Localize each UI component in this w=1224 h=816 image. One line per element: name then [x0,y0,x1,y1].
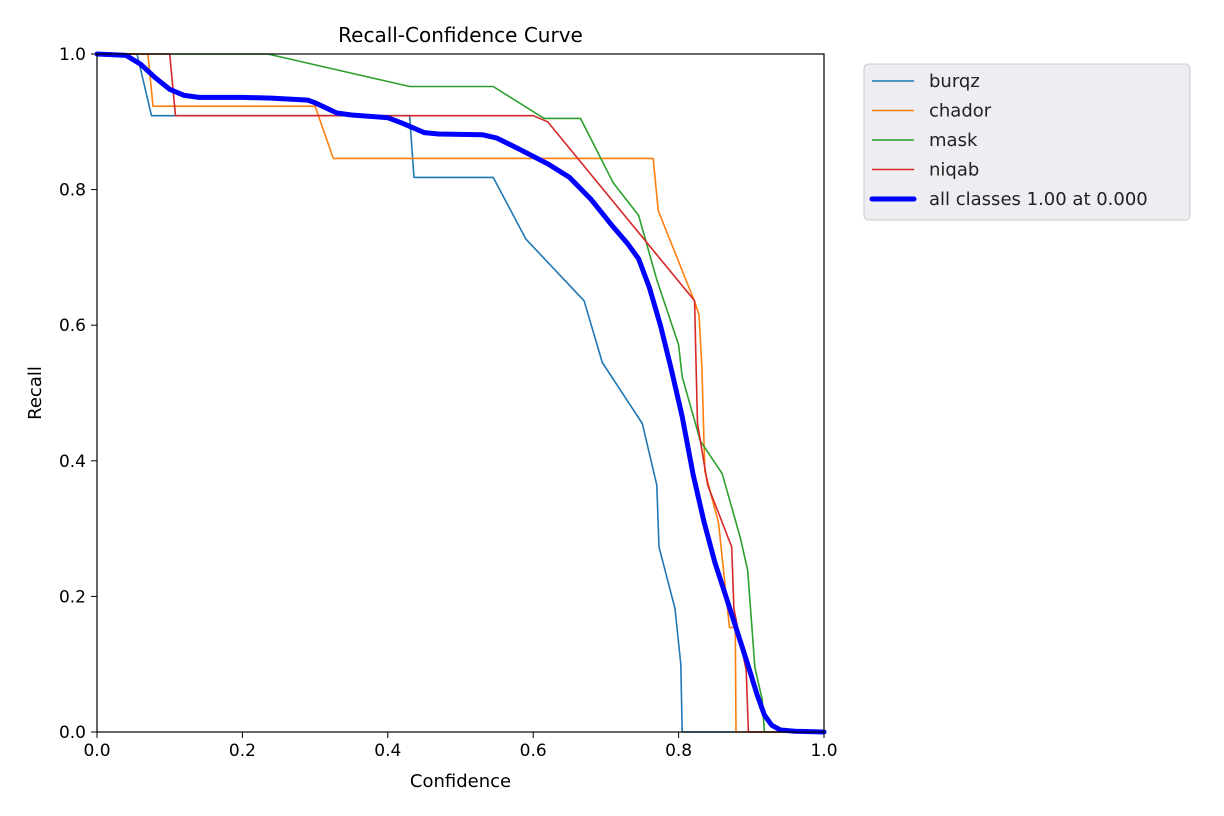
series-line-0 [96,53,825,733]
series-line-2 [96,53,825,733]
legend: burqz chador mask niqab all classes 1.00 at … [863,63,1191,221]
x-tick-label-3: 0.6 [520,741,547,761]
y-tick-label-4: 0.8 [59,181,86,201]
y-tick-label-2: 0.4 [59,452,86,472]
x-tick-label-4: 0.8 [665,741,692,761]
plot-frame [96,53,825,733]
series-line-3 [96,53,825,733]
legend-label-2: mask [929,130,978,151]
y-tick-label-1: 0.2 [59,587,86,607]
series-line-1 [96,53,825,733]
x-tick-label-0: 0.0 [83,741,110,761]
y-tick-label-5: 1.0 [59,45,86,65]
series-line-4 [94,51,827,735]
y-tick-label-0: 0.0 [59,723,86,743]
legend-label-1: chador [929,101,992,122]
legend-box [863,63,1191,221]
chart-title: Recall-Confidence Curve [338,23,583,47]
legend-label-4: all classes 1.00 at 0.000 [929,189,1148,210]
x-tick-label-2: 0.4 [374,741,401,761]
legend-label-0: burqz [929,71,980,92]
legend-label-3: niqab [929,160,979,181]
x-tick-label-1: 0.2 [229,741,256,761]
x-tick-label-5: 1.0 [810,741,837,761]
x-axis-title: Confidence [410,771,511,792]
y-axis-title: Recall [25,366,46,420]
y-tick-label-3: 0.6 [59,316,86,336]
